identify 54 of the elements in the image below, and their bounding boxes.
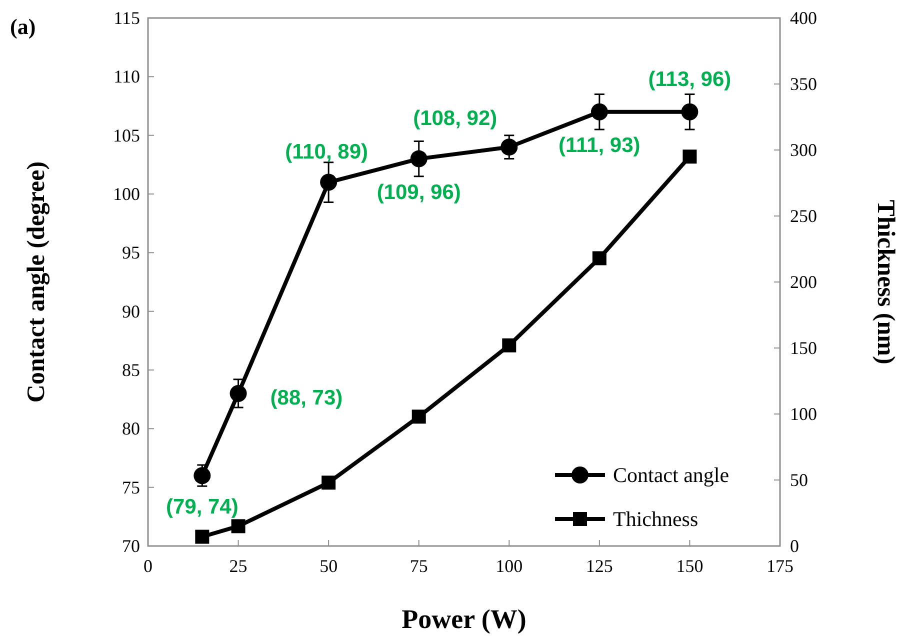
point — [590, 103, 608, 120]
point — [410, 150, 428, 168]
point — [681, 103, 698, 120]
y2-axis-title: Thickness (nm) — [872, 200, 899, 364]
y-tick-label: 85 — [122, 360, 140, 380]
point — [682, 150, 697, 164]
x-axis-title: Power (W) — [402, 604, 526, 634]
x-tick-label: 0 — [144, 556, 152, 576]
annotation: (88, 73) — [270, 386, 343, 410]
x-tick-label: 25 — [229, 556, 248, 576]
annotation: (110, 89) — [285, 140, 368, 164]
y2-tick-label: 100 — [790, 404, 817, 424]
y-tick-label: 100 — [113, 184, 140, 204]
y2-tick-label: 150 — [790, 338, 817, 358]
y-tick-label: 115 — [114, 8, 140, 28]
x-tick-label: 175 — [766, 556, 794, 576]
y-tick-label: 75 — [122, 477, 140, 498]
annotation: (108, 92) — [413, 107, 498, 130]
x-tick-label: 150 — [676, 556, 704, 576]
legend-label: Contact angle — [613, 463, 730, 487]
annotation: (109, 96) — [376, 180, 461, 204]
y2-tick-label: 250 — [790, 206, 817, 226]
point — [194, 467, 211, 484]
y2-tick-label: 200 — [790, 272, 817, 292]
y2-tick-label: 50 — [790, 470, 808, 490]
point — [502, 338, 516, 352]
point — [322, 476, 336, 490]
y-axis-title: Contact angle (degree) — [23, 161, 50, 403]
annotation: (111, 93) — [558, 134, 640, 157]
point — [412, 410, 426, 424]
annotation: (79, 74) — [166, 496, 238, 519]
y-tick-label: 110 — [114, 66, 140, 87]
point — [195, 530, 210, 544]
y-tick-label: 95 — [122, 242, 140, 263]
y2-tick-label: 350 — [790, 74, 817, 94]
y-tick-label: 90 — [122, 301, 140, 322]
y-tick-label: 105 — [113, 125, 140, 146]
x-tick-label: 125 — [586, 556, 613, 576]
annotation: (113, 96) — [648, 68, 732, 91]
legend-label: Thichness — [613, 507, 698, 531]
y-tick-label: 80 — [122, 418, 140, 439]
point — [320, 174, 338, 191]
x-tick-label: 50 — [320, 556, 338, 576]
point — [230, 384, 247, 402]
point — [231, 519, 246, 534]
y2-tick-label: 0 — [790, 536, 799, 556]
y-tick-label: 70 — [122, 536, 140, 556]
text: (a) — [10, 14, 36, 39]
x-tick-label: 100 — [496, 556, 523, 576]
point — [592, 251, 606, 266]
x-tick-label: 75 — [410, 556, 428, 576]
y2-tick-label: 400 — [790, 8, 817, 28]
point — [500, 138, 518, 156]
y2-tick-label: 300 — [790, 140, 817, 160]
